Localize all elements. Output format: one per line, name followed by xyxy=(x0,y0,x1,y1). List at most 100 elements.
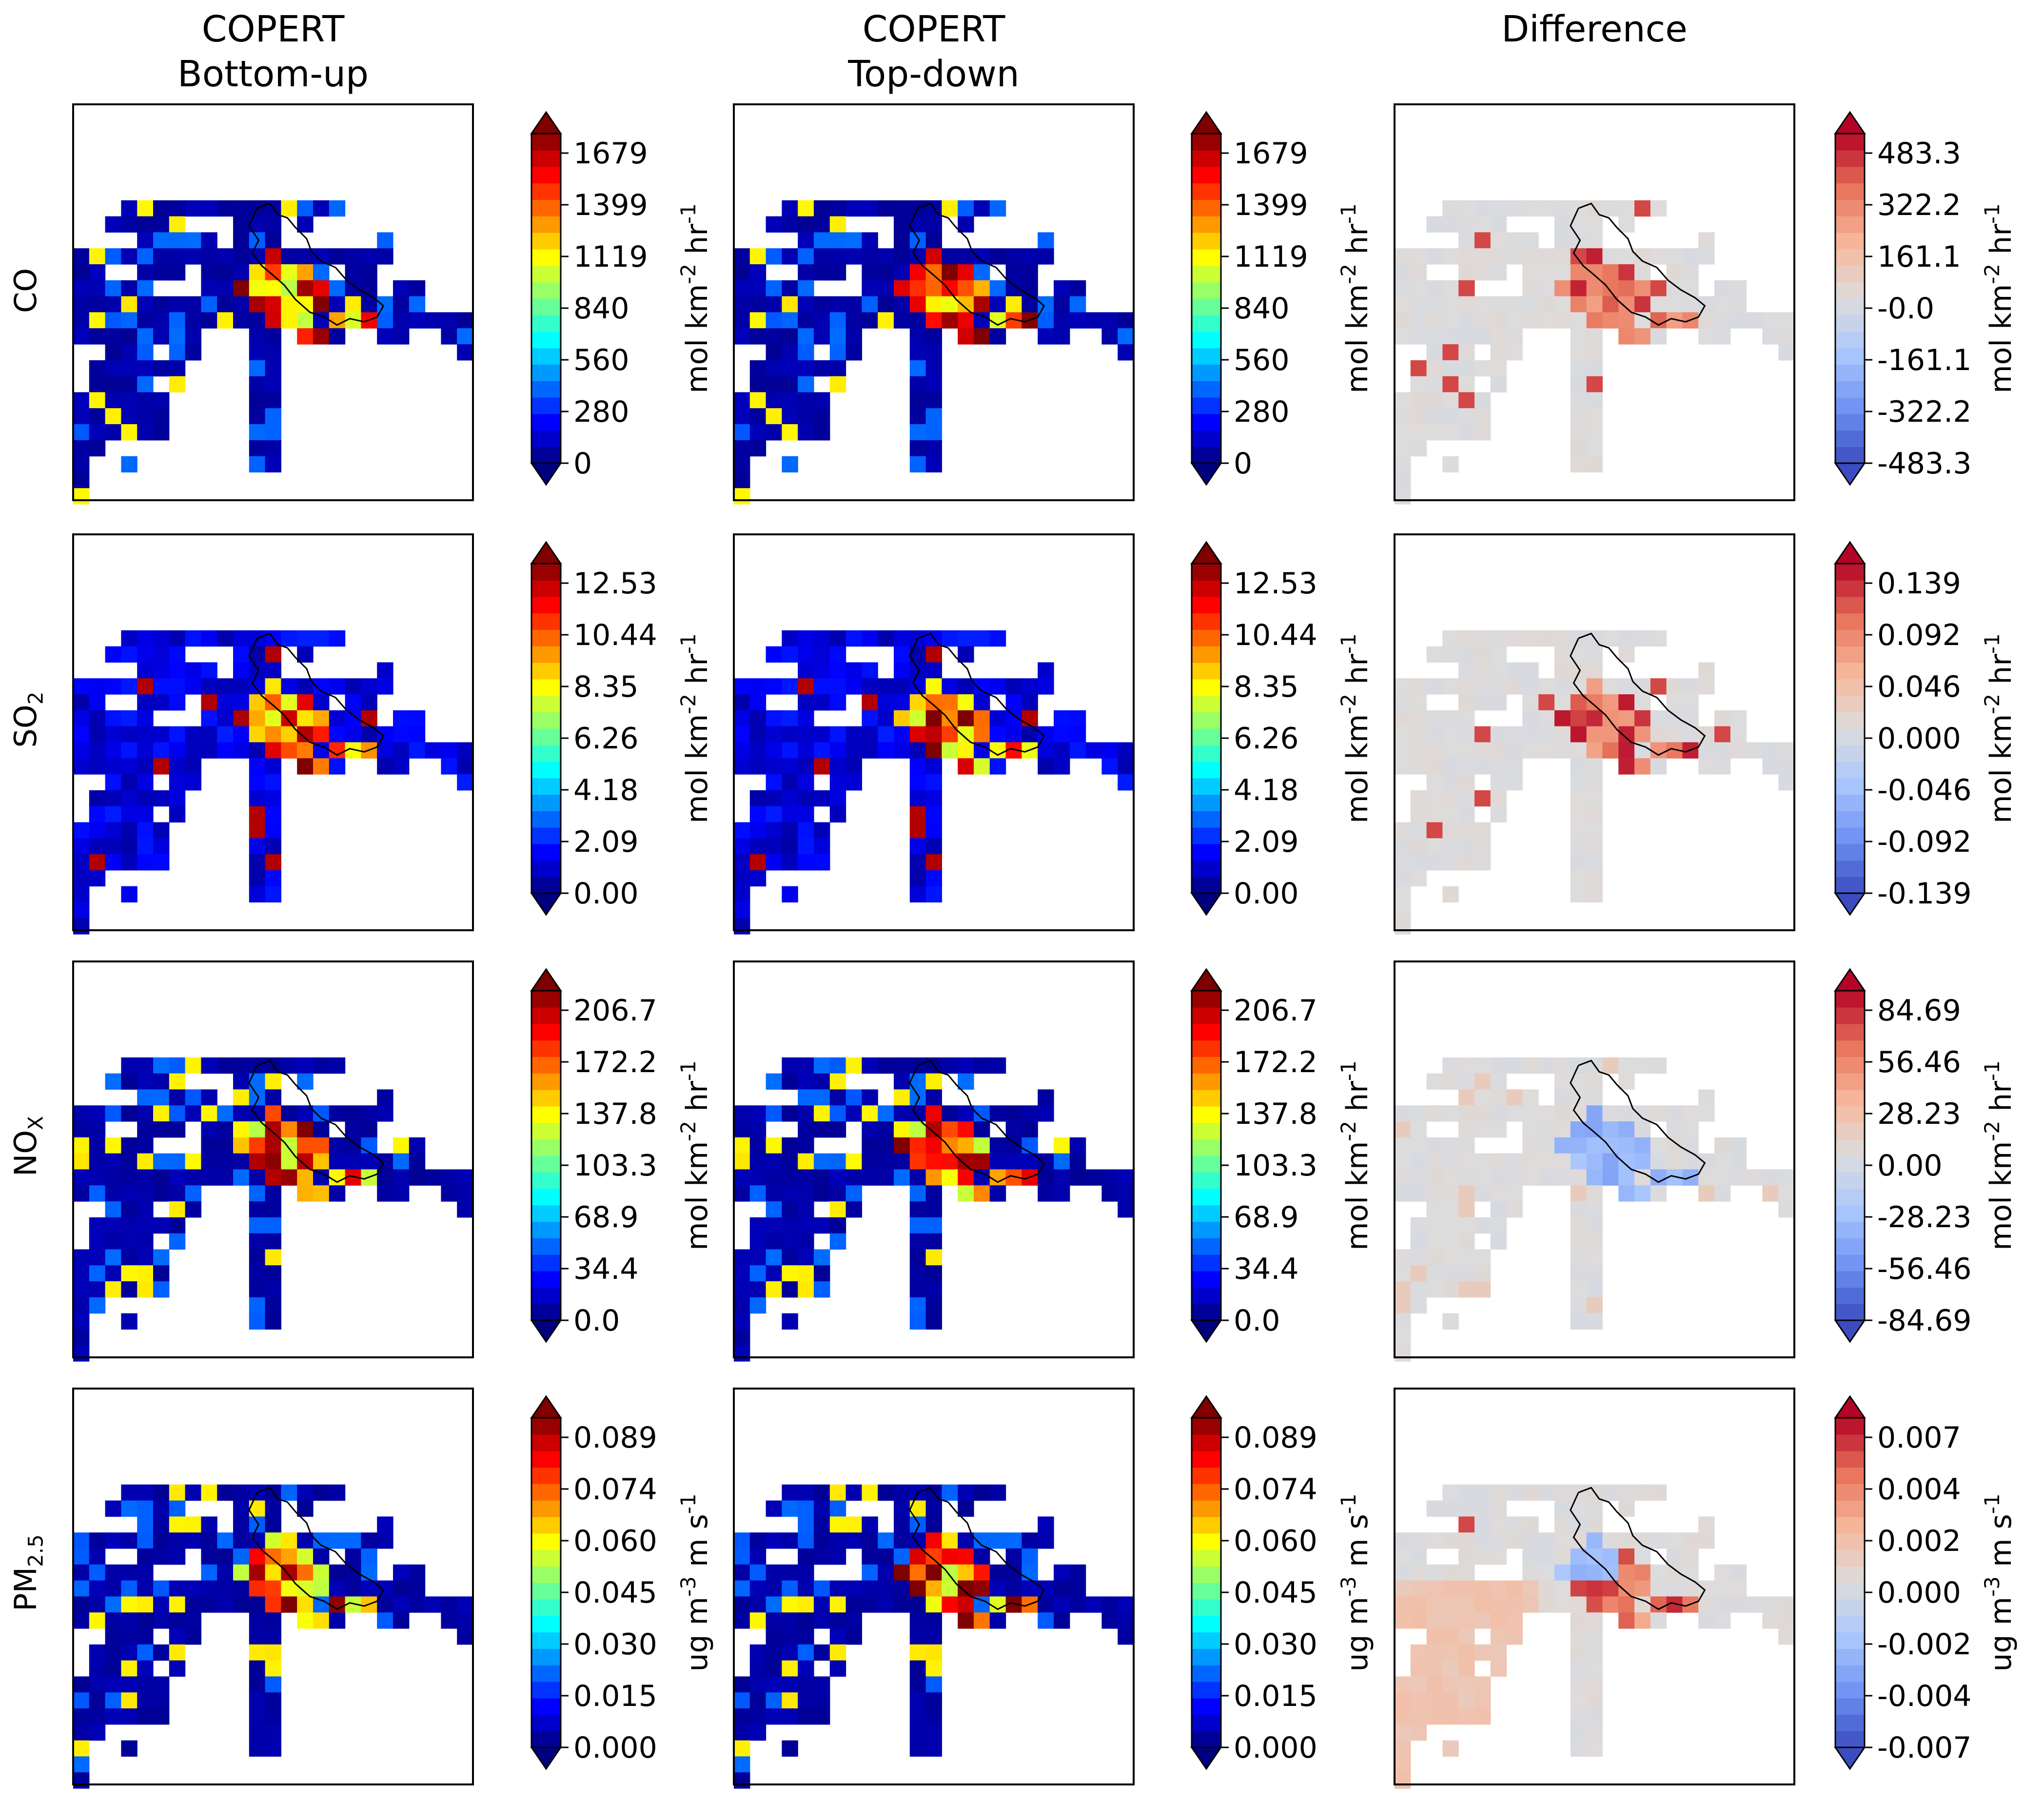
colorbar-segment xyxy=(531,1484,561,1501)
heatmap-cell xyxy=(925,822,942,839)
heatmap-cell xyxy=(1698,678,1715,695)
heatmap-cell xyxy=(1714,1137,1731,1154)
heatmap-cell xyxy=(845,200,862,217)
heatmap-cell xyxy=(1458,264,1475,281)
heatmap-cell xyxy=(829,1596,846,1613)
heatmap-cell xyxy=(798,1089,814,1106)
heatmap-cell xyxy=(925,1660,942,1677)
heatmap-cell xyxy=(894,662,910,679)
heatmap-cell xyxy=(734,1153,750,1170)
heatmap-cell xyxy=(734,1281,750,1298)
heatmap-cell xyxy=(814,216,830,233)
heatmap-cell xyxy=(217,1548,234,1565)
heatmap-cell xyxy=(185,662,201,679)
heatmap-cell xyxy=(137,1153,154,1170)
heatmap-cell xyxy=(798,1217,814,1234)
heatmap-cell xyxy=(1666,678,1683,695)
heatmap-cell xyxy=(1506,1532,1523,1549)
heatmap-cell xyxy=(749,758,766,775)
heatmap-cell xyxy=(1410,1217,1427,1234)
heatmap-cell xyxy=(377,232,393,249)
heatmap-cell xyxy=(361,678,377,695)
heatmap-cell xyxy=(233,264,250,281)
heatmap-cell xyxy=(1586,296,1603,313)
heatmap-cell xyxy=(233,694,250,711)
heatmap-cell xyxy=(1698,1153,1715,1170)
colorbar-segment xyxy=(1192,1583,1221,1600)
heatmap-cell xyxy=(153,726,170,743)
coastline xyxy=(1570,1487,1706,1610)
heatmap-cell xyxy=(829,1169,846,1186)
heatmap-cell xyxy=(1442,312,1459,329)
heatmap-cell xyxy=(942,312,958,329)
heatmap-cell xyxy=(878,1137,894,1154)
heatmap-cell xyxy=(1778,312,1795,329)
heatmap-cell xyxy=(377,758,393,775)
colorbar-segment xyxy=(1192,1698,1221,1715)
heatmap-cell xyxy=(782,1564,798,1581)
heatmap-cell xyxy=(1395,1612,1411,1629)
heatmap-cell xyxy=(121,392,138,409)
colorbar-segment xyxy=(531,183,561,200)
heatmap-cell xyxy=(1634,1484,1651,1501)
heatmap-cell xyxy=(734,1265,750,1282)
coastline xyxy=(1570,202,1706,326)
heatmap-cell xyxy=(73,1281,90,1298)
colorbar-segment xyxy=(1835,1599,1865,1616)
heatmap-cell xyxy=(1038,742,1054,759)
heatmap-cell xyxy=(185,678,201,695)
heatmap-cell xyxy=(1522,1121,1539,1138)
heatmap-cell xyxy=(1410,854,1427,871)
heatmap-cell xyxy=(925,1217,942,1234)
heatmap-cell xyxy=(894,280,910,297)
heatmap-cell xyxy=(1395,328,1411,345)
heatmap-cell xyxy=(1538,1137,1555,1154)
heatmap-cell xyxy=(185,1596,201,1613)
heatmap-cell xyxy=(909,726,926,743)
panel-co-1 xyxy=(733,103,1135,505)
heatmap-cell xyxy=(1586,758,1603,775)
heatmap-cell xyxy=(1570,1660,1587,1677)
heatmap-cell xyxy=(798,1484,814,1501)
heatmap-cell xyxy=(798,1153,814,1170)
heatmap-cell xyxy=(1538,726,1555,743)
colorbar-segment xyxy=(1835,1238,1865,1255)
heatmap-cell xyxy=(1054,1185,1070,1202)
heatmap-cell xyxy=(105,1201,121,1218)
colorbar-segment xyxy=(531,1040,561,1057)
heatmap-cell xyxy=(1570,456,1587,472)
heatmap-cell xyxy=(1538,1169,1555,1186)
heatmap-cell xyxy=(1474,1089,1491,1106)
heatmap-cell xyxy=(1570,758,1587,775)
heatmap-cell xyxy=(1506,200,1523,217)
panel-frame xyxy=(1394,103,1795,501)
heatmap-cell xyxy=(1085,312,1102,329)
heatmap-cell xyxy=(1005,710,1022,727)
heatmap-cell xyxy=(798,758,814,775)
heatmap-cell xyxy=(1586,328,1603,345)
heatmap-cell xyxy=(249,726,266,743)
heatmap-cell xyxy=(925,694,942,711)
heatmap-cell xyxy=(297,1057,314,1074)
heatmap-cell xyxy=(862,264,878,281)
heatmap-cell xyxy=(217,726,234,743)
heatmap-cell xyxy=(909,1708,926,1725)
heatmap-cell xyxy=(1426,1708,1443,1725)
heatmap-cell xyxy=(1778,328,1795,345)
heatmap-cell xyxy=(1522,710,1539,727)
heatmap-cell xyxy=(217,1596,234,1613)
heatmap-cell xyxy=(377,328,393,345)
heatmap-cell xyxy=(862,312,878,329)
colorbar-frame xyxy=(1191,1417,1222,1748)
heatmap-cell xyxy=(1586,1313,1603,1330)
heatmap-cell xyxy=(1586,280,1603,297)
colorbar-tick-label: 68.9 xyxy=(1234,1200,1299,1234)
heatmap-cell xyxy=(281,200,297,217)
colorbar-tick-label: -0.139 xyxy=(1877,877,1971,911)
colorbar-segment xyxy=(1192,811,1221,828)
heatmap-cell xyxy=(1634,1153,1651,1170)
heatmap-cell xyxy=(169,216,186,233)
heatmap-cell xyxy=(121,806,138,823)
heatmap-cell xyxy=(782,1265,798,1282)
heatmap-cell xyxy=(958,710,974,727)
